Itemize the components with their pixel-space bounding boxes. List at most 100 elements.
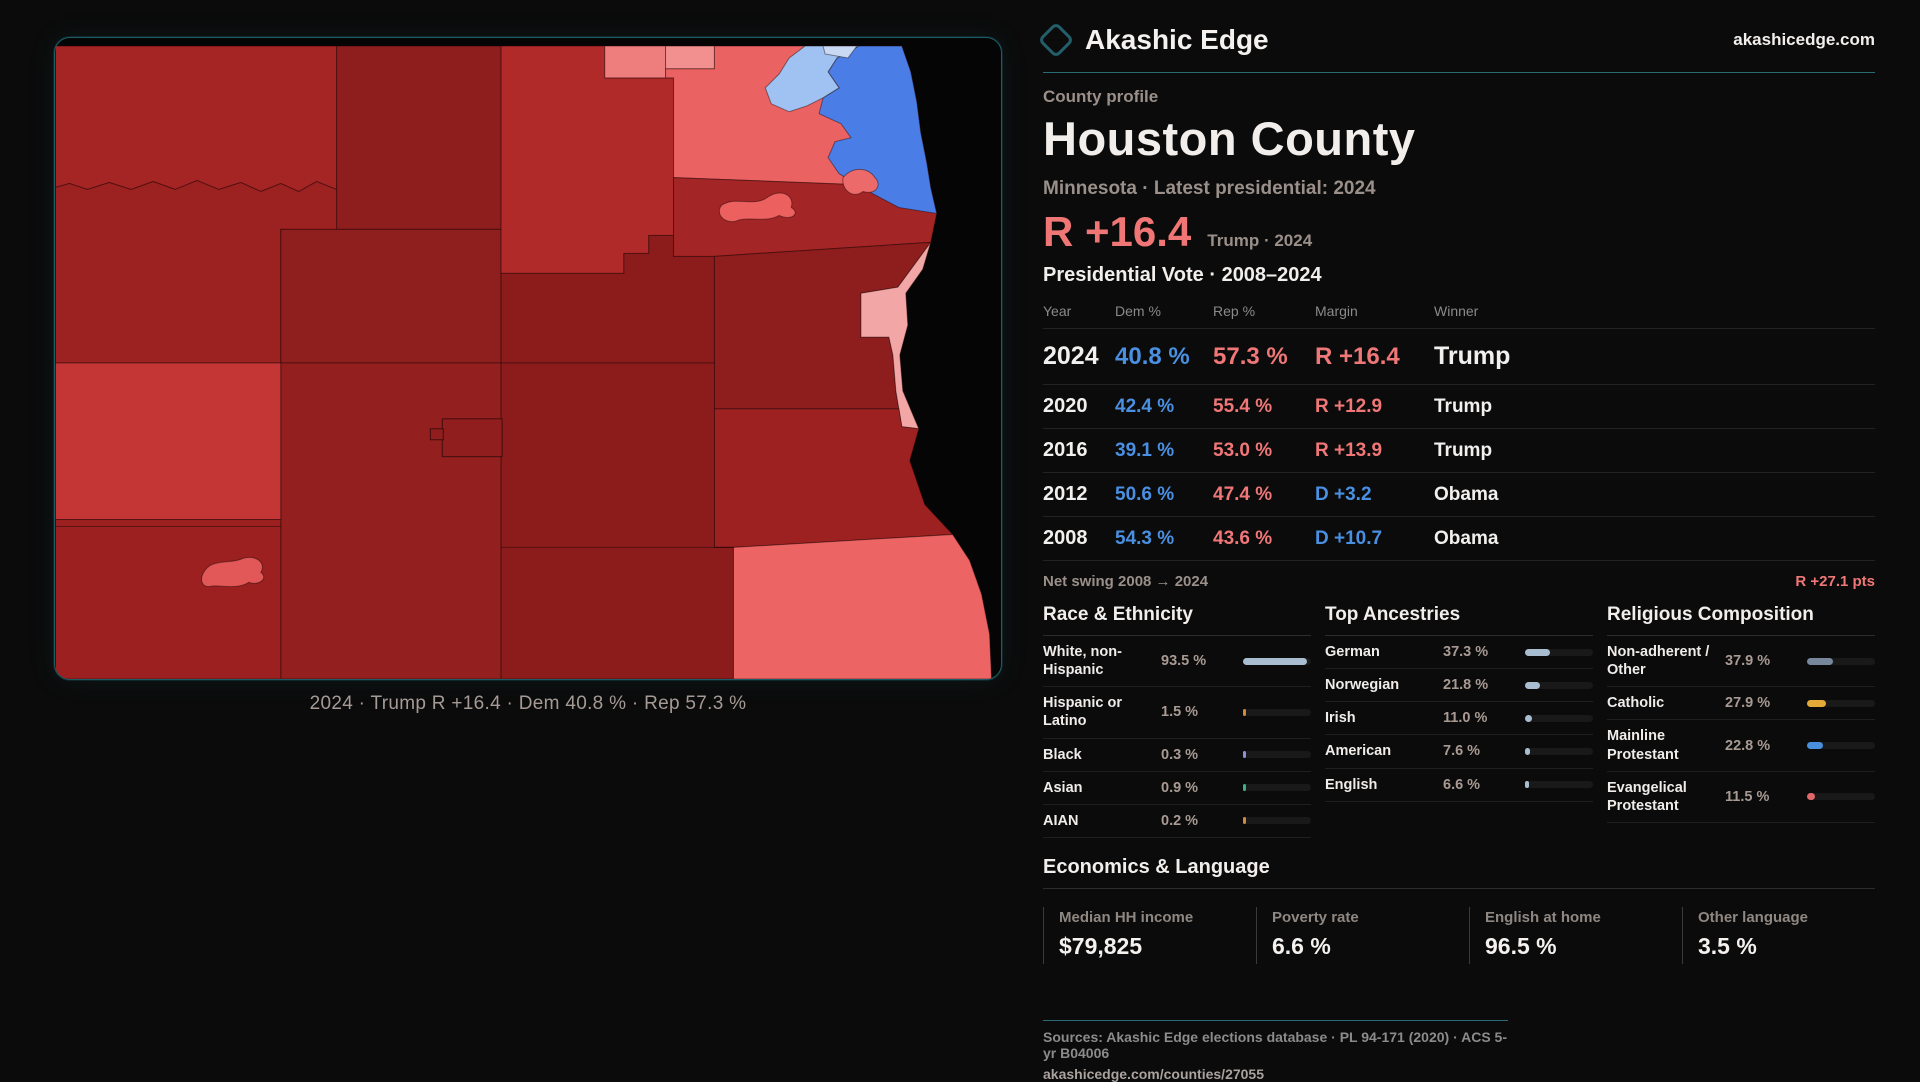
demographic-bar-track: [1525, 747, 1593, 755]
demographic-column: Race & Ethnicity White, non-Hispanic 93.…: [1043, 604, 1311, 838]
stat-cell: Other language 3.5 %: [1682, 906, 1875, 964]
demographic-bar-fill: [1243, 751, 1246, 759]
history-dem-pct: 40.8 %: [1115, 343, 1190, 370]
history-row: 2024 40.8 % 57.3 % R +16.4 Trump: [1043, 329, 1875, 385]
demographic-bar-fill: [1525, 714, 1532, 722]
brand-name: Akashic Edge: [1085, 24, 1269, 55]
county-map-card: [54, 37, 1002, 680]
demographic-bar-fill: [1525, 747, 1530, 755]
demographic-row: Norwegian 21.8 %: [1325, 669, 1593, 703]
stat-value: $79,825: [1059, 932, 1143, 959]
demographic-bar-track: [1525, 714, 1593, 722]
history-rep-pct: 53.0 %: [1213, 440, 1273, 461]
demographic-value: 0.2 %: [1161, 812, 1199, 829]
demographic-row: Evangelical Protestant 11.5 %: [1607, 772, 1875, 823]
page-title: Houston County: [1043, 112, 1416, 165]
col-rep: Rep %: [1213, 303, 1256, 319]
demographic-bar-track: [1525, 781, 1593, 789]
demographic-column: Top Ancestries German 37.3 % Norwegian 2…: [1325, 604, 1593, 802]
history-row: 2008 54.3 % 43.6 % D +10.7 Obama: [1043, 517, 1875, 561]
demographic-bar-fill: [1243, 817, 1246, 825]
demographic-row: Mainline Protestant 22.8 %: [1607, 720, 1875, 772]
city-spot: [201, 556, 265, 588]
map-caption: 2024 · Trump R +16.4 · Dem 40.8 % · Rep …: [309, 693, 747, 714]
demographic-column-title: Religious Composition: [1607, 604, 1875, 636]
precinct: [500, 45, 675, 274]
demographic-label: Irish: [1325, 710, 1356, 727]
demographic-bar-track: [1807, 742, 1875, 749]
stat-cell: Poverty rate 6.6 %: [1256, 906, 1469, 964]
history-margin: D +10.7: [1315, 528, 1383, 549]
economics-title: Economics & Language: [1043, 856, 1875, 889]
demographic-label: Hispanic or Latino: [1043, 695, 1122, 730]
history-row: 2020 42.4 % 55.4 % R +12.9 Trump: [1043, 385, 1875, 429]
demographic-label: Black: [1043, 746, 1082, 763]
footer-permalink-link[interactable]: akashicedge.com/counties/27055: [1043, 1065, 1264, 1082]
headline-margin-value: R +16.4: [1043, 208, 1192, 255]
demographic-bar-track: [1525, 681, 1593, 689]
headline-margin-context: Trump · 2024: [1207, 231, 1313, 250]
demographic-bar-track: [1807, 793, 1875, 801]
col-year: Year: [1043, 303, 1072, 319]
history-margin: D +3.2: [1315, 484, 1372, 505]
demographic-label: Asian: [1043, 779, 1083, 796]
stat-cell: Median HH income $79,825: [1043, 906, 1256, 964]
precinct: [280, 228, 502, 364]
history-margin: R +13.9: [1315, 440, 1383, 461]
history-row: 2012 50.6 % 47.4 % D +3.2 Obama: [1043, 473, 1875, 517]
stat-value: 3.5 %: [1698, 932, 1757, 959]
stat-label: Poverty rate: [1272, 908, 1359, 926]
demographic-label: English: [1325, 776, 1378, 793]
demographic-row: Irish 11.0 %: [1325, 702, 1593, 736]
precinct: [732, 533, 993, 679]
demographic-bar-track: [1807, 699, 1875, 707]
demographic-label: AIAN: [1043, 812, 1079, 829]
history-dem-pct: 50.6 %: [1115, 484, 1175, 505]
precinct: [55, 362, 282, 520]
economics-stats-row: Median HH income $79,825 Poverty rate 6.…: [1043, 906, 1875, 964]
history-year: 2016: [1043, 439, 1088, 461]
history-winner: Trump: [1434, 342, 1511, 370]
demographic-bar-track: [1243, 817, 1311, 825]
stat-value: 6.6 %: [1272, 932, 1331, 959]
stream-detail: [718, 192, 796, 223]
demographic-label: German: [1325, 644, 1380, 660]
demographic-label: Evangelical Protestant: [1607, 779, 1687, 814]
history-winner: Obama: [1434, 484, 1499, 505]
demographic-bar-fill: [1243, 784, 1246, 792]
demographic-value: 6.6 %: [1443, 776, 1481, 793]
demographic-value: 0.3 %: [1161, 746, 1199, 763]
demographic-row: Black 0.3 %: [1043, 739, 1311, 772]
demographic-bar-track: [1243, 657, 1311, 665]
demographic-value: 1.5 %: [1161, 704, 1199, 721]
demographic-bar-fill: [1807, 699, 1826, 707]
demographic-row: American 7.6 %: [1325, 735, 1593, 769]
demographic-value: 27.9 %: [1725, 695, 1771, 712]
demographic-bar-fill: [1525, 648, 1550, 656]
stat-cell: English at home 96.5 %: [1469, 906, 1682, 964]
col-dem: Dem %: [1115, 303, 1161, 319]
demographic-bar-track: [1243, 708, 1311, 716]
demographic-bar-track: [1525, 648, 1593, 656]
demographic-value: 21.8 %: [1443, 677, 1489, 694]
precinct: [713, 408, 954, 548]
demographic-row: German 37.3 %: [1325, 636, 1593, 670]
demographic-column-title: Race & Ethnicity: [1043, 604, 1311, 636]
demographic-value: 7.6 %: [1443, 743, 1481, 760]
precinct: [500, 362, 734, 679]
demographic-bar-track: [1807, 657, 1875, 665]
demographic-row: Asian 0.9 %: [1043, 772, 1311, 805]
history-dem-pct: 54.3 %: [1115, 528, 1175, 549]
net-swing-label: Net swing 2008 → 2024: [1043, 573, 1209, 590]
site-header: Akashic Edge akashicedge.com: [1037, 21, 1875, 73]
demographic-bar-track: [1243, 784, 1311, 792]
site-domain-link[interactable]: akashicedge.com: [1733, 30, 1875, 49]
history-winner: Obama: [1434, 528, 1499, 549]
demographic-bar-fill: [1525, 681, 1540, 689]
history-rep-pct: 43.6 %: [1213, 528, 1273, 549]
demographic-bar-fill: [1807, 793, 1815, 801]
history-header-row: Year Dem % Rep % Margin Winner: [1043, 299, 1875, 329]
demographic-bar-fill: [1807, 657, 1833, 665]
history-winner: Trump: [1434, 396, 1493, 417]
demographic-value: 11.0 %: [1443, 710, 1488, 727]
